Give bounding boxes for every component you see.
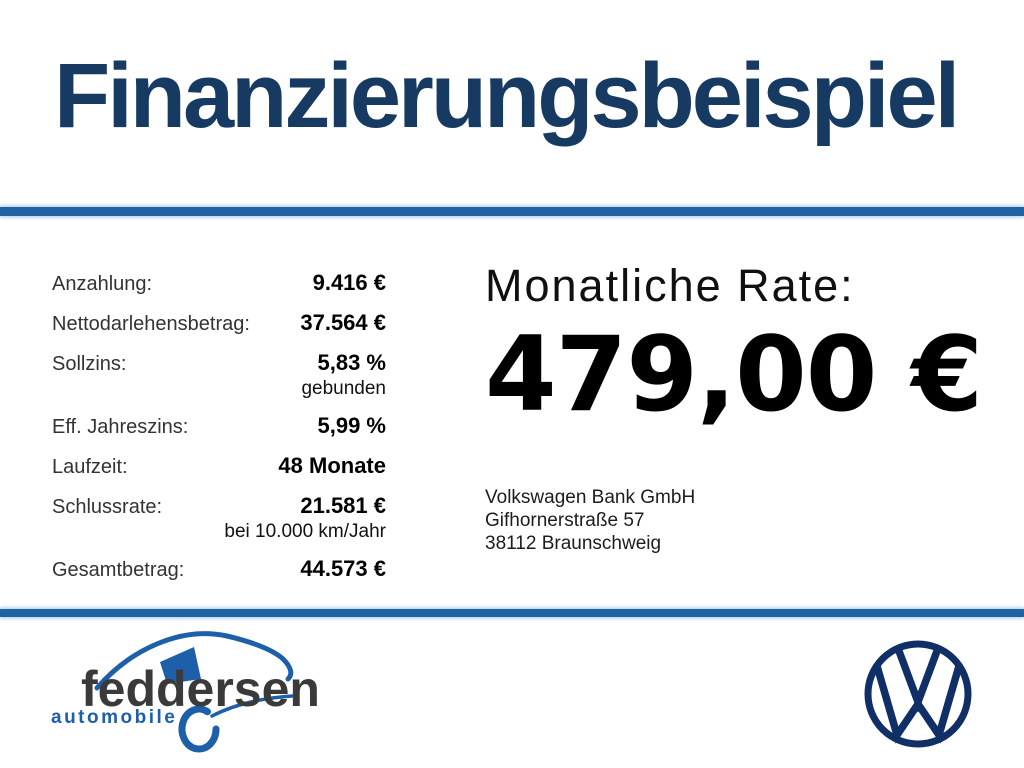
finance-details-table: Anzahlung: 9.416 € Nettodarlehensbetrag:… xyxy=(52,263,386,597)
finance-value: 37.564 € xyxy=(300,310,386,335)
finance-label: Eff. Jahreszins: xyxy=(52,416,189,438)
page-title: Finanzierungsbeispiel xyxy=(54,45,960,147)
finance-value: 5,99 % xyxy=(317,413,387,438)
finance-row-schlussrate: Schlussrate: 21.581 € xyxy=(52,494,386,519)
bank-address: Volkswagen Bank GmbH Gifhornerstraße 57 … xyxy=(485,486,1024,555)
finance-row-sollzins: Sollzins: 5,83 % xyxy=(52,351,386,376)
monthly-rate-value: 479,00 € xyxy=(485,315,983,435)
bottom-divider xyxy=(0,609,1024,617)
top-divider xyxy=(0,207,1024,216)
dealer-logo: feddersen automobile xyxy=(45,622,355,768)
finance-note: gebunden xyxy=(301,378,386,399)
finance-row-gesamtbetrag: Gesamtbetrag: 44.573 € xyxy=(52,557,386,582)
finance-row-anzahlung: Anzahlung: 9.416 € xyxy=(52,271,386,296)
finance-note: bei 10.000 km/Jahr xyxy=(224,521,386,542)
finance-value: 5,83 % xyxy=(317,350,387,375)
finance-label: Anzahlung: xyxy=(52,273,153,295)
finance-row-eff-jahreszins: Eff. Jahreszins: 5,99 % xyxy=(52,414,386,439)
finance-label: Laufzeit: xyxy=(52,456,128,478)
dealer-name: feddersen xyxy=(81,661,320,717)
finance-value: 48 Monate xyxy=(278,453,386,478)
bank-street: Gifhornerstraße 57 xyxy=(485,510,645,531)
finance-row-laufzeit: Laufzeit: 48 Monate xyxy=(52,454,386,479)
bank-name: Volkswagen Bank GmbH xyxy=(485,487,696,508)
dealer-subtitle: automobile xyxy=(51,707,178,728)
monthly-rate-label: Monatliche Rate: xyxy=(485,260,855,311)
finance-row-nettodarlehensbetrag: Nettodarlehensbetrag: 37.564 € xyxy=(52,311,386,336)
finance-value: 21.581 € xyxy=(300,493,386,518)
vw-logo-icon xyxy=(864,640,972,748)
finance-value: 9.416 € xyxy=(312,270,386,295)
finance-value: 44.573 € xyxy=(300,556,386,581)
monthly-rate-block: Monatliche Rate: 479,00 € Volkswagen Ban… xyxy=(485,260,1024,555)
finance-label: Gesamtbetrag: xyxy=(52,559,185,581)
bank-city: 38112 Braunschweig xyxy=(485,533,662,554)
finance-label: Sollzins: xyxy=(52,353,127,375)
car-outline-icon xyxy=(94,631,294,753)
finance-label: Nettodarlehensbetrag: xyxy=(52,313,250,335)
finance-label: Schlussrate: xyxy=(52,496,163,518)
